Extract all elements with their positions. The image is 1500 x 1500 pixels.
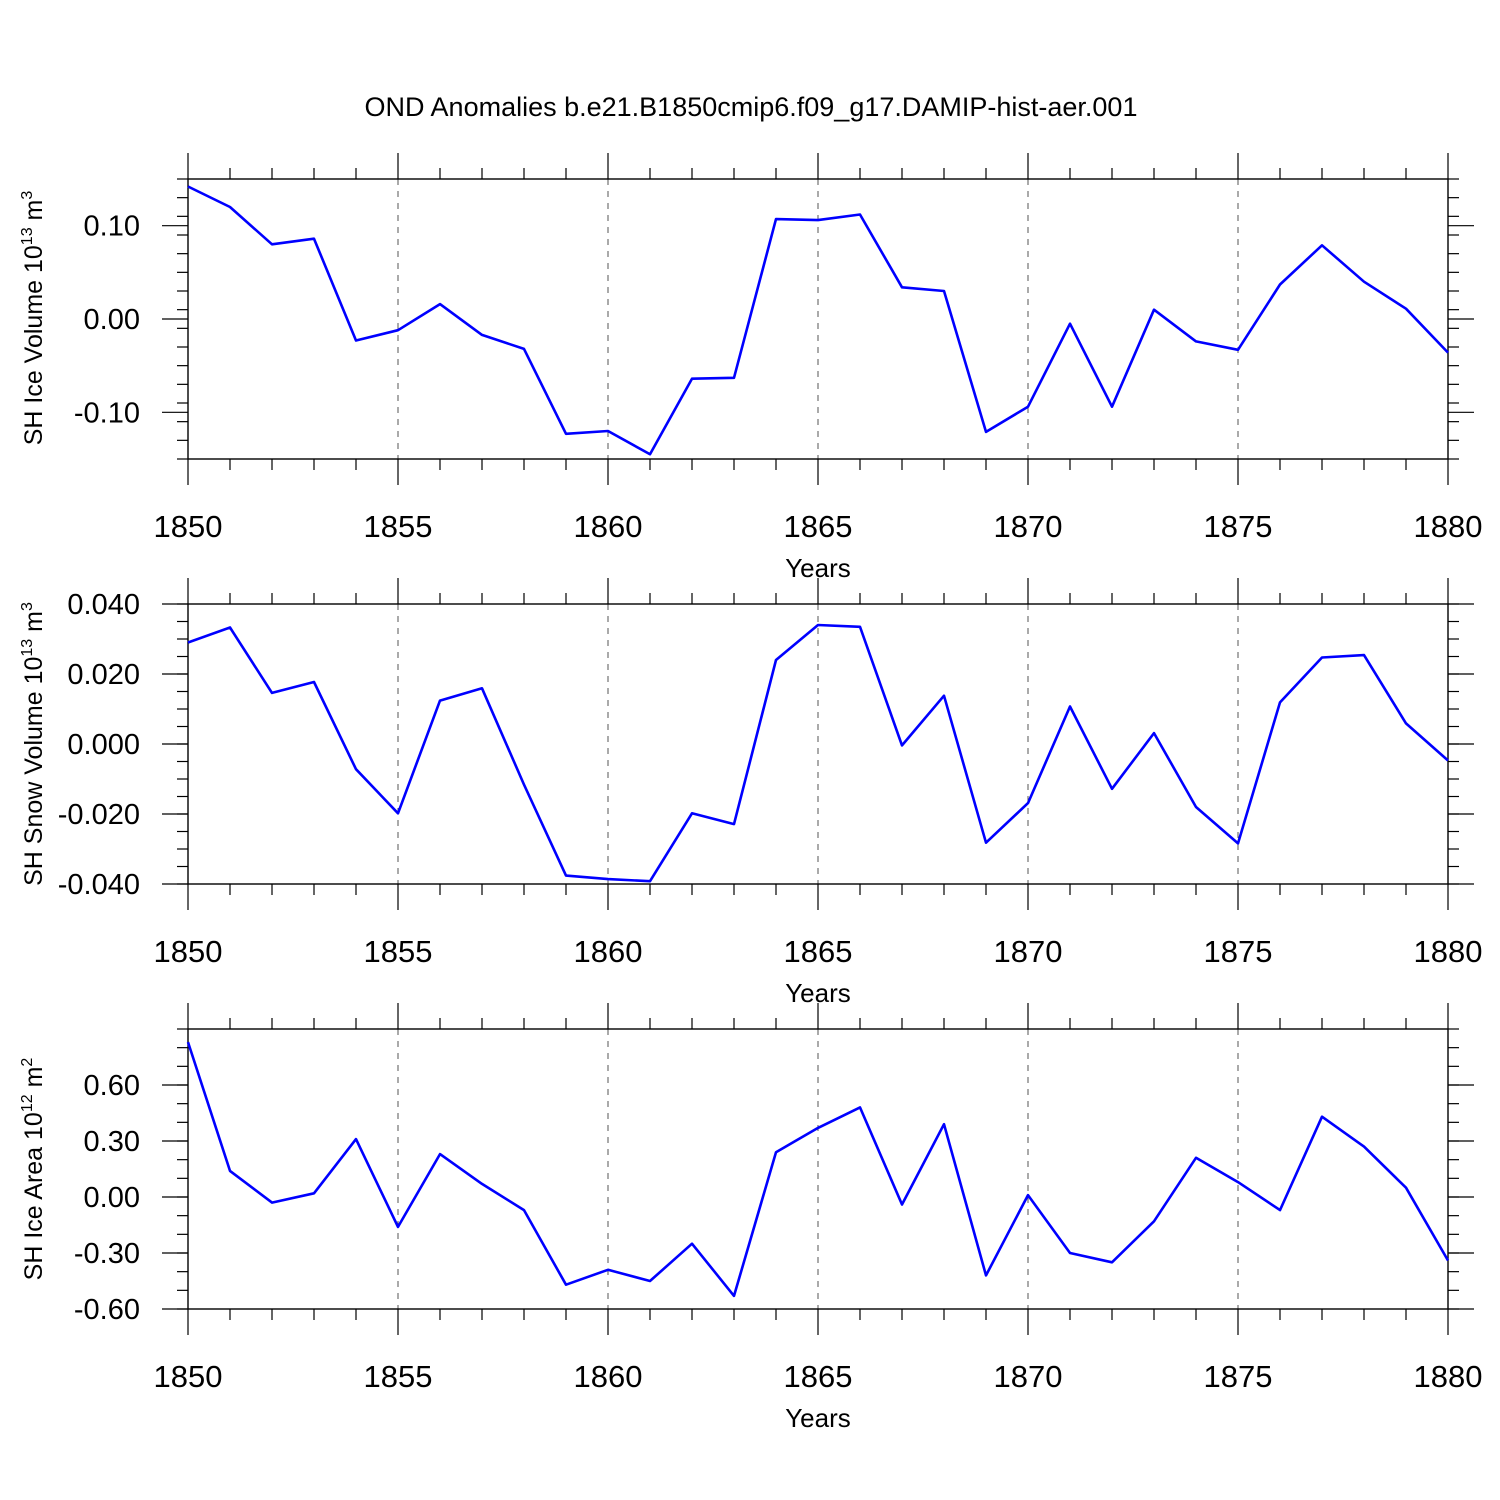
y-axis-label-superscript: 3	[19, 602, 36, 611]
y-axis-label-text: SH Ice Area 10	[20, 1112, 48, 1280]
y-tick-label: 0.10	[84, 211, 140, 243]
x-tick-label: 1880	[1414, 509, 1483, 544]
y-axis-label-superscript: 12	[19, 1094, 36, 1112]
y-axis-label-text: SH Snow Volume 10	[20, 657, 48, 886]
x-tick-label: 1870	[994, 1359, 1063, 1394]
y-tick-label: 0.020	[67, 659, 140, 691]
y-tick-label: 0.30	[84, 1126, 140, 1158]
y-axis-label-superscript: 2	[19, 1058, 36, 1067]
series-line-sh-snow-volume	[187, 623, 1449, 883]
x-tick-label: 1850	[154, 509, 223, 544]
y-tick-label: -0.020	[58, 799, 140, 831]
x-tick-label: 1875	[1204, 1359, 1273, 1394]
x-tick-label: 1855	[364, 1359, 433, 1394]
x-tick-label: 1870	[994, 509, 1063, 544]
y-axis-label: SH Snow Volume 1013 m3	[19, 602, 48, 886]
series-line-sh-ice-volume	[187, 185, 1449, 456]
y-axis-label-text: m	[20, 1067, 48, 1095]
x-tick-label: 1865	[784, 509, 853, 544]
y-tick-label: 0.000	[67, 729, 140, 761]
x-tick-label: 1860	[574, 1359, 643, 1394]
x-tick-label: 1860	[574, 509, 643, 544]
y-axis-label-text: SH Ice Volume 10	[20, 245, 48, 445]
x-tick-label: 1870	[994, 934, 1063, 969]
y-axis-label-superscript: 13	[19, 639, 36, 657]
y-tick-label: 0.00	[84, 1182, 140, 1214]
x-tick-label: 1855	[364, 509, 433, 544]
y-axis-label-text: m	[20, 611, 48, 639]
x-tick-label: 1875	[1204, 934, 1273, 969]
y-axis-label-text: m	[20, 200, 48, 228]
y-tick-label: -0.30	[74, 1238, 140, 1270]
x-tick-label: 1880	[1414, 1359, 1483, 1394]
y-axis-label-superscript: 3	[19, 191, 36, 200]
y-tick-label: -0.040	[58, 869, 140, 901]
x-tick-label: 1850	[154, 934, 223, 969]
x-tick-label: 1875	[1204, 509, 1273, 544]
x-tick-label: 1880	[1414, 934, 1483, 969]
chart-panel-1: 1850 1855 1860 1865 1870 1875 1880 0.10 0.00 -0.1…	[19, 153, 1482, 583]
x-tick-label: 1865	[784, 1359, 853, 1394]
y-axis-label-superscript: 13	[19, 227, 36, 245]
x-axis-label: Years	[785, 1403, 851, 1433]
y-tick-label: 0.040	[67, 589, 140, 621]
y-axis-label: SH Ice Volume 1013 m3	[19, 191, 48, 446]
figure-title: OND Anomalies b.e21.B1850cmip6.f09_g17.D…	[365, 92, 1138, 122]
x-tick-label: 1865	[784, 934, 853, 969]
y-tick-label: -0.10	[74, 397, 140, 429]
y-tick-label: -0.60	[74, 1294, 140, 1326]
chart-panel-2: 1850 1855 1860 1865 1870 1875 1880 0.040 0.020 0.…	[19, 578, 1482, 1008]
chart-panel-3: 1850 1855 1860 1865 1870 1875 1880 0.60 0.30 0.00…	[19, 1003, 1482, 1433]
series-line-sh-ice-area	[186, 1041, 1450, 1298]
y-tick-label: 0.60	[84, 1070, 140, 1102]
x-tick-label: 1855	[364, 934, 433, 969]
x-tick-label: 1860	[574, 934, 643, 969]
y-tick-label: 0.00	[84, 304, 140, 336]
y-axis-label: SH Ice Area 1012 m2	[19, 1058, 48, 1281]
x-tick-label: 1850	[154, 1359, 223, 1394]
chart-panels: 1850 1855 1860 1865 1870 1875 1880 0.10 0.00 -0.1…	[19, 153, 1482, 1433]
